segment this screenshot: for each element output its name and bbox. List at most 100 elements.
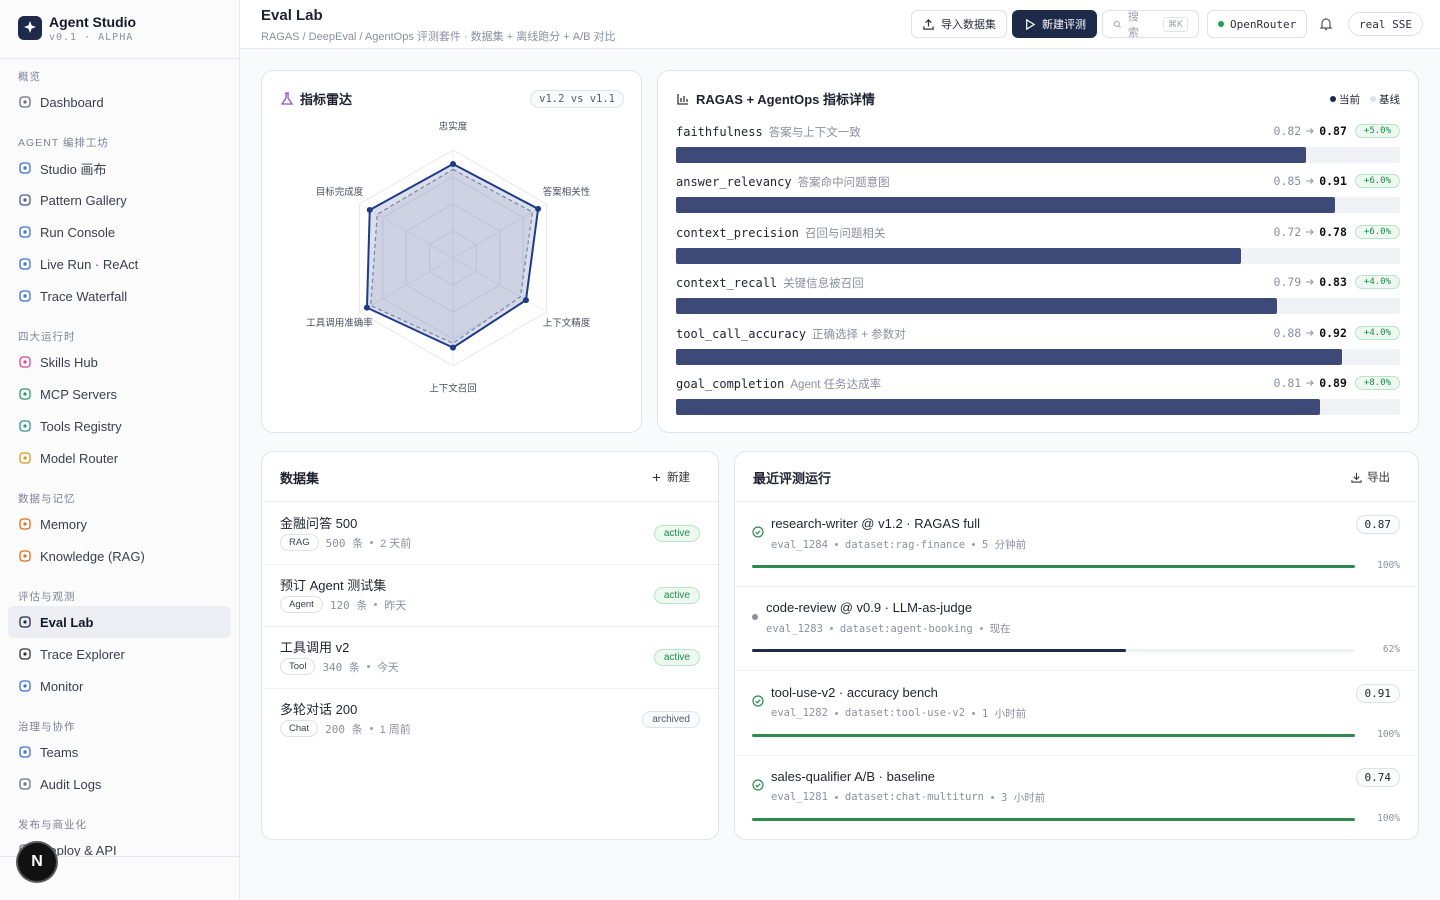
current-value: 0.83 [1319,275,1347,290]
arrow [1306,228,1314,235]
nav-item[interactable]: Memory [8,508,231,540]
nav-item[interactable]: Eval Lab [8,606,231,638]
nav-item[interactable]: Live Run · ReAct [8,248,231,280]
metric-bar [676,399,1321,415]
separator [374,603,378,606]
runs-title: 最近评测运行 [753,471,832,486]
run-name: tool-use-v2 · accuracy bench [771,684,938,700]
nav-section: 四大运行时 Skills Hub MCP Servers Tools Registry… [0,328,239,474]
current-value: 0.89 [1319,376,1347,390]
nav-item[interactable]: Tools Registry [8,410,231,442]
nav-section-title: 数据与记忆 [18,493,76,505]
nav-item-label: Trace Waterfall [40,288,128,304]
current-point [522,297,529,304]
datasets-title: 数据集 [280,471,320,486]
run-score: 0.87 [1355,515,1400,534]
dataset-count: 340 条 [322,660,360,674]
metric-desc: Agent 任务达成率 [790,379,882,391]
nav-item[interactable]: Trace Explorer [8,638,231,670]
nav-item-label: Audit Logs [40,776,102,792]
nav-item[interactable]: Skills Hub [8,346,231,378]
nav-item[interactable]: Monitor [8,670,231,702]
avatar[interactable]: N [18,843,56,881]
nav-item[interactable]: Dashboard [8,86,231,118]
nav-item[interactable]: Studio 画布 [8,152,231,184]
dataset-row[interactable]: 金融问答 500 RAG 500 条 2 天前 active [262,503,718,565]
separator [979,627,983,631]
metric-desc: 召回与问题相关 [804,227,886,240]
nav-item[interactable]: Knowledge (RAG) [8,540,231,572]
run-row[interactable]: sales-qualifier A/B · baseline eval_1281 d… [735,756,1418,839]
export-button[interactable]: 导出 [1351,469,1390,485]
stream-mode[interactable]: real SSE [1348,12,1423,36]
nav-icon [19,388,31,400]
nav-icon [19,420,31,432]
radar-axis-label: 上下文召回 [429,383,477,395]
delta: +6.0% [1354,174,1400,189]
metric-bar [676,348,1343,365]
nav-icon [19,194,31,206]
separator [829,627,833,631]
runs-header: 最近评测运行 导出 [735,452,1418,502]
dataset-meta: Chat 200 条 1 周前 [280,720,411,737]
separator [370,541,374,544]
nav-item[interactable]: Model Router [8,442,231,474]
notifications[interactable] [1319,17,1333,31]
nav-item[interactable]: Pattern Gallery [8,184,231,216]
arrow [1306,279,1314,286]
dataset-row[interactable]: 多轮对话 200 Chat 200 条 1 周前 archived [262,689,718,751]
progress-bar [752,565,1355,568]
legend: 当前 基线 [1330,92,1400,107]
current-point [450,161,456,168]
dataset-tag: Agent [280,596,323,613]
nav-item[interactable]: Audit Logs [8,768,231,800]
dataset-row[interactable]: 工具调用 v2 Tool 340 条 今天 active [262,627,718,689]
run-row[interactable]: code-review @ v0.9 · LLM-as-judge eval_12… [735,587,1418,672]
arrow [1306,380,1314,386]
radar-spoke [359,257,454,313]
radar-spoke [452,257,547,313]
nav-icon [19,290,31,302]
nav-item-label: Trace Explorer [40,646,125,662]
delta: +5.0% [1354,124,1400,138]
current-value: 0.87 [1319,124,1347,138]
metric-track [676,247,1400,264]
brand[interactable]: Agent Studio v0.1 · ALPHA [0,0,239,59]
metric-name: tool_call_accuracy [676,326,807,341]
run-row[interactable]: tool-use-v2 · accuracy bench eval_1282 dat… [735,672,1418,756]
provider-button[interactable]: OpenRouter [1207,10,1308,38]
nav-item[interactable]: MCP Servers [8,378,231,410]
metric-name-line: faithfulness 答案与上下文一致 [676,122,1400,142]
current-value: 0.91 [1319,174,1347,189]
metric-values: 0.72 0.78 +6.0% [1274,224,1400,239]
legend-baseline-label: 基线 [1379,94,1400,106]
current-point [366,206,373,213]
separator [369,727,373,730]
metrics-title-text: RAGAS + AgentOps 指标详情 [696,92,876,107]
nav-item[interactable]: Teams [8,736,231,768]
dataset-name: 多轮对话 200 [280,702,358,717]
nav-item[interactable]: Trace Waterfall [8,280,231,312]
nav-section-title: 发布与商业化 [18,819,87,831]
run-row[interactable]: research-writer @ v1.2 · RAGAS full eval_… [735,503,1418,587]
search[interactable]: 搜索 ⌘K [1102,10,1199,39]
nav-icon [19,258,31,270]
dataset-name: 预订 Agent 测试集 [280,578,387,593]
run-dataset: dataset:chat-multiturn [844,791,984,804]
nav-section: AGENT 编排工坊 Studio 画布 Pattern Gallery Run Co… [0,134,239,312]
metric-name-line: context_precision 召回与问题相关 [676,223,1400,243]
nav-item-label: Deploy & API [40,842,117,858]
page-title: Eval Lab [261,7,323,24]
datasets-header: 数据集 新建 [262,452,718,502]
metric-desc: 关键信息被召回 [783,278,864,291]
new-eval-button[interactable]: 新建评测 [1012,10,1097,38]
run-dataset: dataset:rag-finance [844,538,966,551]
nav-section: 数据与记忆 Memory Knowledge (RAG) [0,490,239,572]
dataset-row[interactable]: 预订 Agent 测试集 Agent 120 条 昨天 active [262,565,718,627]
import-button[interactable]: 导入数据集 [911,10,1007,38]
metric-desc: 答案与上下文一致 [768,127,861,139]
nav-item[interactable]: Run Console [8,216,231,248]
nav-item-label: Teams [40,744,79,760]
new-dataset-button[interactable]: 新建 [651,469,690,485]
